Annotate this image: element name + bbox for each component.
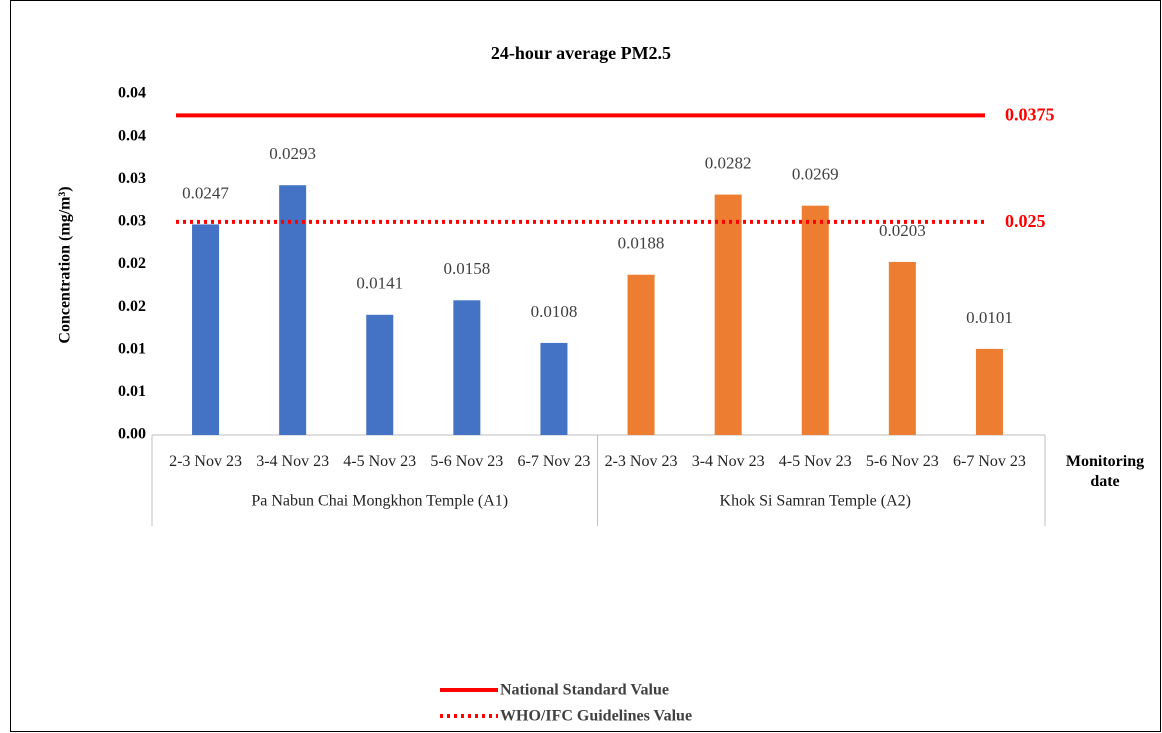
- y-axis-label: Concentration (mg/m³): [57, 186, 74, 343]
- bar: [888, 261, 916, 435]
- y-tick-label: 0.02: [118, 298, 146, 315]
- bar: [540, 342, 568, 435]
- x-axis-label: Monitoring date: [1065, 453, 1145, 490]
- data-label: 0.0282: [705, 154, 752, 173]
- frame: [10, 0, 1161, 732]
- bar: [279, 185, 307, 435]
- x-tick-label: 4-5 Nov 23: [778, 453, 852, 470]
- data-label: 0.0269: [792, 165, 839, 184]
- y-tick-label: 0.04: [118, 127, 146, 144]
- x-tick-label: 3-4 Nov 23: [691, 453, 765, 470]
- y-tick-label: 0.03: [118, 213, 146, 230]
- data-label: 0.0158: [443, 259, 490, 278]
- y-tick-label: 0.02: [118, 255, 146, 272]
- data-label: 0.0247: [182, 183, 229, 202]
- x-tick-label: 3-4 Nov 23: [256, 453, 330, 470]
- x-tick-label: 5-6 Nov 23: [430, 453, 504, 470]
- bar: [975, 348, 1003, 435]
- x-tick-label: 5-6 Nov 23: [865, 453, 939, 470]
- data-label: 0.0203: [879, 221, 926, 240]
- group-label: Pa Nabun Chai Mongkhon Temple (A1): [251, 493, 508, 510]
- x-tick-label: 4-5 Nov 23: [343, 453, 417, 470]
- data-label: 0.0108: [531, 302, 578, 321]
- x-tick-label: 2-3 Nov 23: [604, 453, 678, 470]
- x-tick-label: 6-7 Nov 23: [952, 453, 1026, 470]
- y-tick-label: 0.03: [118, 170, 146, 187]
- data-label: 0.0101: [966, 308, 1013, 327]
- bar: [801, 205, 829, 435]
- data-label: 0.0293: [269, 144, 316, 163]
- x-tick-label: 2-3 Nov 23: [169, 453, 242, 470]
- x-tick-label: 6-7 Nov 23: [517, 453, 591, 470]
- bar: [627, 274, 655, 435]
- chart-title: 24-hour average PM2.5: [491, 43, 671, 63]
- data-label: 0.0141: [356, 274, 403, 293]
- bar: [192, 224, 220, 435]
- group-label: Khok Si Samran Temple (A2): [720, 493, 911, 510]
- y-tick-label: 0.01: [118, 383, 146, 400]
- bar: [714, 194, 742, 435]
- y-tick-label: 0.01: [118, 340, 146, 357]
- reference-label: 0.025: [1005, 211, 1046, 231]
- bar: [453, 300, 481, 435]
- y-tick-label: 0.04: [118, 85, 146, 102]
- data-label: 0.0188: [618, 234, 665, 253]
- y-tick-label: 0.00: [118, 426, 146, 443]
- legend-label: WHO/IFC Guidelines Value: [500, 708, 692, 725]
- bar: [366, 314, 394, 435]
- reference-label: 0.0375: [1005, 104, 1055, 124]
- legend-label: National Standard Value: [500, 682, 669, 699]
